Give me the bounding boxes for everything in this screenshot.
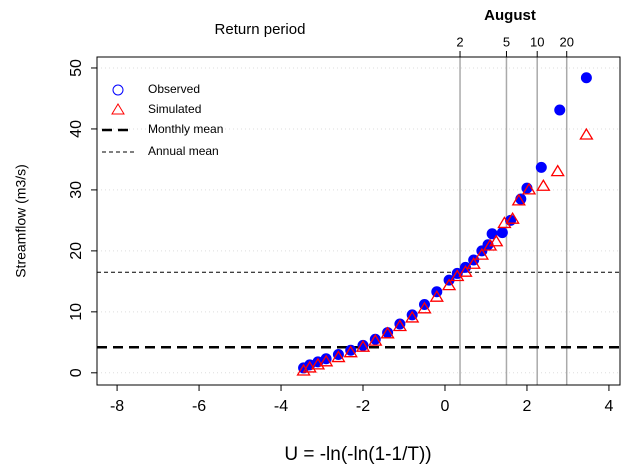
y-tick-label: 40: [68, 120, 85, 138]
legend-marker: [111, 103, 125, 115]
point: [482, 238, 498, 251]
return-period-label: Return period: [215, 21, 306, 38]
point: [345, 344, 357, 356]
x-tick-label: 2: [523, 398, 532, 415]
point: [474, 247, 490, 260]
point: [380, 326, 395, 339]
return-period-tick-label: 2: [456, 34, 463, 49]
point: [429, 289, 444, 302]
return-period-tick-label: 10: [530, 34, 544, 49]
point: [406, 309, 418, 321]
point: [441, 278, 457, 291]
legend-label: Simulated: [148, 102, 201, 116]
x-tick-label: 4: [604, 398, 613, 415]
point: [318, 354, 334, 367]
point: [332, 349, 344, 361]
x-tick-label: -8: [110, 398, 124, 415]
plot-frame: [96, 56, 621, 386]
point: [320, 353, 332, 365]
x-tick-label: -4: [274, 398, 288, 415]
x-axis-label: U = -ln(-ln(1-1/T)): [284, 444, 431, 465]
point: [521, 182, 537, 195]
point: [496, 227, 508, 239]
y-tick-label: 0: [68, 368, 85, 377]
point: [368, 333, 383, 346]
x-tick-label: -6: [192, 398, 206, 415]
x-tick-label: 0: [441, 398, 450, 415]
point: [466, 257, 481, 269]
point: [343, 345, 358, 358]
point: [392, 319, 408, 332]
legend-label: Monthly mean: [148, 122, 223, 136]
point: [458, 264, 473, 277]
legend-label: Annual mean: [148, 144, 219, 158]
y-tick-label: 30: [68, 181, 85, 199]
point: [405, 310, 420, 323]
point: [505, 211, 520, 224]
point: [579, 127, 594, 140]
y-tick-label: 50: [68, 59, 85, 77]
return-period-tick-label: 20: [559, 34, 573, 49]
x-tick-label: -2: [356, 398, 370, 415]
point: [535, 161, 547, 173]
point: [296, 363, 311, 376]
y-axis-label: Streamflow (m3/s): [13, 164, 29, 278]
y-tick-label: 10: [68, 303, 85, 321]
point: [536, 178, 551, 191]
point: [511, 193, 526, 206]
point: [489, 234, 504, 247]
legend-label: Observed: [148, 82, 200, 96]
point: [331, 350, 346, 363]
legend-marker: [112, 84, 124, 96]
return-period-tick-label: 5: [503, 34, 510, 49]
point: [355, 339, 371, 352]
point: [417, 301, 432, 314]
chart-title: August: [484, 7, 536, 24]
point: [554, 104, 566, 116]
point: [580, 72, 592, 84]
y-tick-label: 20: [68, 242, 85, 260]
point: [394, 318, 406, 330]
point: [550, 164, 565, 177]
